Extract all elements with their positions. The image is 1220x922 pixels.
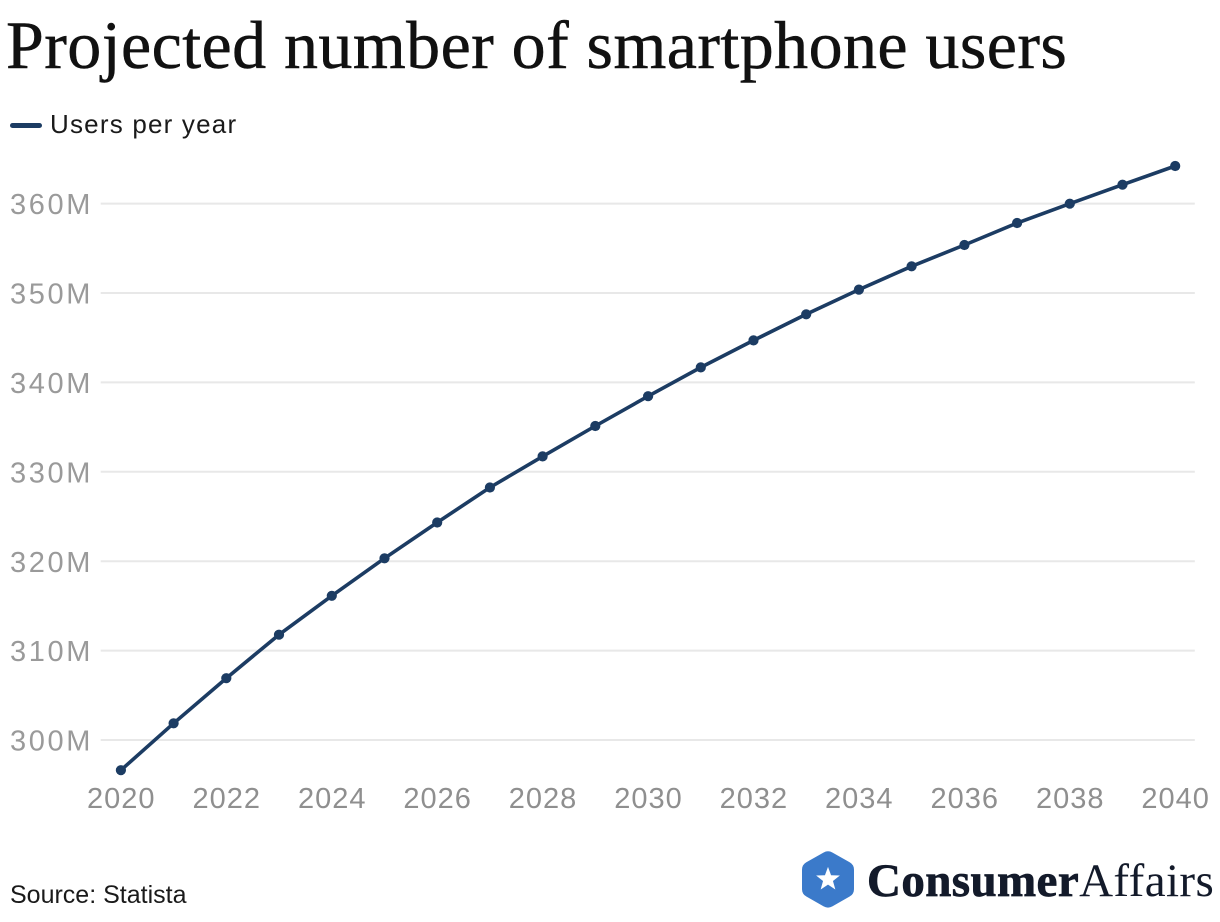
svg-text:2028: 2028 <box>509 783 578 815</box>
svg-text:2024: 2024 <box>298 783 367 815</box>
svg-text:2022: 2022 <box>192 783 261 815</box>
svg-text:360M: 360M <box>10 189 93 221</box>
svg-text:340M: 340M <box>10 368 93 400</box>
svg-text:350M: 350M <box>10 279 93 311</box>
svg-text:2038: 2038 <box>1036 783 1105 815</box>
svg-text:2034: 2034 <box>825 783 894 815</box>
svg-text:2040: 2040 <box>1141 783 1210 815</box>
svg-text:2026: 2026 <box>403 783 472 815</box>
svg-text:300M: 300M <box>10 726 93 758</box>
svg-text:2032: 2032 <box>720 783 789 815</box>
svg-text:2030: 2030 <box>614 783 683 815</box>
svg-text:320M: 320M <box>10 547 93 579</box>
svg-text:330M: 330M <box>10 457 93 489</box>
svg-text:310M: 310M <box>10 636 93 668</box>
svg-text:2036: 2036 <box>931 783 1000 815</box>
svg-text:2020: 2020 <box>87 783 156 815</box>
